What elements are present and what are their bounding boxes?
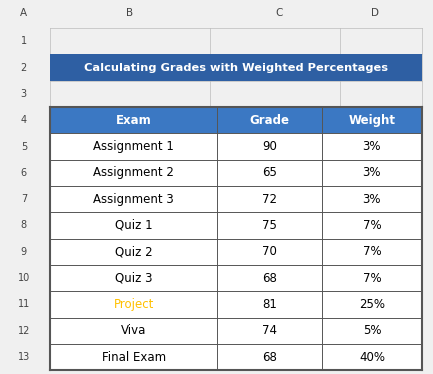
Text: 6: 6	[21, 168, 27, 178]
Text: Weight: Weight	[349, 114, 395, 127]
Text: 40%: 40%	[359, 350, 385, 364]
Text: 70: 70	[262, 245, 277, 258]
Text: 65: 65	[262, 166, 277, 179]
Text: Assignment 2: Assignment 2	[93, 166, 174, 179]
Text: 3: 3	[21, 89, 27, 99]
Text: 13: 13	[18, 352, 30, 362]
Text: Quiz 2: Quiz 2	[115, 245, 152, 258]
Text: 68: 68	[262, 272, 277, 285]
FancyBboxPatch shape	[217, 107, 322, 134]
FancyBboxPatch shape	[50, 265, 422, 291]
Text: Assignment 3: Assignment 3	[93, 193, 174, 206]
FancyBboxPatch shape	[50, 344, 422, 370]
Text: Project: Project	[113, 298, 154, 311]
Text: C: C	[275, 8, 283, 18]
FancyBboxPatch shape	[50, 212, 422, 239]
Text: 1: 1	[21, 36, 27, 46]
FancyBboxPatch shape	[50, 318, 422, 344]
Text: 10: 10	[18, 273, 30, 283]
Text: 68: 68	[262, 350, 277, 364]
FancyBboxPatch shape	[50, 160, 422, 186]
Text: 9: 9	[21, 247, 27, 257]
Text: 7%: 7%	[362, 245, 381, 258]
Text: Exam: Exam	[116, 114, 152, 127]
Text: 4: 4	[21, 115, 27, 125]
FancyBboxPatch shape	[50, 54, 422, 81]
Text: 3%: 3%	[363, 193, 381, 206]
Text: D: D	[371, 8, 378, 18]
FancyBboxPatch shape	[50, 239, 422, 265]
Text: 2: 2	[21, 62, 27, 73]
Text: 7: 7	[21, 194, 27, 204]
FancyBboxPatch shape	[322, 107, 422, 134]
Text: Calculating Grades with Weighted Percentages: Calculating Grades with Weighted Percent…	[84, 62, 388, 73]
Text: 3%: 3%	[363, 140, 381, 153]
Text: 7%: 7%	[362, 272, 381, 285]
Text: Assignment 1: Assignment 1	[93, 140, 174, 153]
Text: 11: 11	[18, 300, 30, 309]
FancyBboxPatch shape	[50, 186, 422, 212]
Text: 74: 74	[262, 324, 277, 337]
Text: 90: 90	[262, 140, 277, 153]
Text: 5%: 5%	[363, 324, 381, 337]
Text: 12: 12	[18, 326, 30, 336]
Text: 72: 72	[262, 193, 277, 206]
Text: 7%: 7%	[362, 219, 381, 232]
Text: Grade: Grade	[249, 114, 290, 127]
Text: 8: 8	[21, 221, 27, 230]
Text: 3%: 3%	[363, 166, 381, 179]
Text: Viva: Viva	[121, 324, 146, 337]
Text: 25%: 25%	[359, 298, 385, 311]
Text: 5: 5	[21, 141, 27, 151]
FancyBboxPatch shape	[50, 291, 422, 318]
Text: A: A	[20, 8, 27, 18]
FancyBboxPatch shape	[50, 107, 217, 134]
Text: 75: 75	[262, 219, 277, 232]
Text: Quiz 3: Quiz 3	[115, 272, 152, 285]
Text: Quiz 1: Quiz 1	[115, 219, 152, 232]
Text: 81: 81	[262, 298, 277, 311]
Text: Final Exam: Final Exam	[101, 350, 166, 364]
FancyBboxPatch shape	[50, 134, 422, 160]
Text: B: B	[126, 8, 133, 18]
